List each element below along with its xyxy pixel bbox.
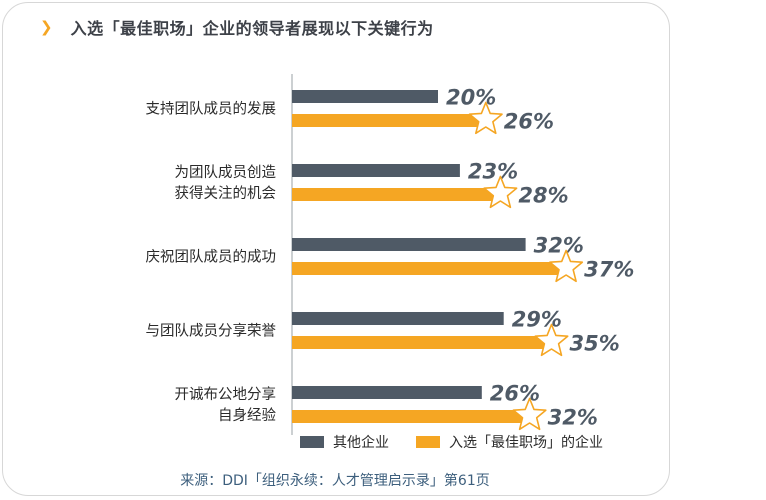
category-label: 支持团队成员的发展: [146, 101, 277, 118]
chart-title-row: ❯ 入选「最佳职场」企业的领导者展现以下关键行为: [40, 15, 434, 39]
star-icon: [512, 397, 547, 431]
category-label-line: 开诚布公地分享: [175, 386, 277, 403]
bar-other: [292, 386, 482, 399]
star-icon: [549, 249, 584, 283]
value-label: 20%: [446, 86, 496, 110]
chart-title: 入选「最佳职场」企业的领导者展现以下关键行为: [70, 19, 434, 38]
category-label-line: 自身经验: [218, 407, 276, 424]
value-label: 26%: [504, 110, 554, 134]
bar-other: [292, 90, 438, 103]
category-label-line: 获得关注的机会: [175, 185, 277, 202]
star-icon: [483, 175, 518, 209]
value-label: 35%: [570, 332, 620, 356]
category-label-line: 庆祝团队成员的成功: [146, 249, 277, 266]
value-label: 23%: [468, 160, 518, 184]
bar-other: [292, 312, 504, 325]
bar-best: [292, 262, 563, 275]
legend-swatch-best: [416, 436, 440, 448]
legend-label-other: 其他企业: [333, 434, 389, 451]
category-label: 开诚布公地分享自身经验: [175, 386, 277, 424]
bar-other: [292, 164, 460, 177]
star-icon: [534, 323, 569, 357]
value-label: 29%: [512, 308, 562, 332]
bar-best: [292, 114, 482, 127]
legend-swatch-other: [300, 436, 324, 448]
source-note: 来源：DDI「组织永续：人才管理启示录」第61页: [180, 473, 490, 489]
value-label: 37%: [584, 258, 634, 282]
category-label-line: 为团队成员创造: [175, 164, 277, 181]
bar-other: [292, 238, 526, 251]
bar-best: [292, 188, 497, 201]
value-label: 26%: [490, 382, 540, 406]
bar-best: [292, 336, 548, 349]
category-label: 庆祝团队成员的成功: [146, 249, 277, 266]
category-label-line: 支持团队成员的发展: [146, 101, 277, 118]
value-label: 32%: [548, 406, 598, 430]
bar-best: [292, 410, 526, 423]
category-label: 为团队成员创造获得关注的机会: [175, 164, 277, 202]
chevron-right-icon: ❯: [40, 18, 53, 36]
legend-label-best: 入选「最佳职场」的企业: [449, 434, 603, 451]
value-label: 32%: [534, 234, 584, 258]
category-label-line: 与团队成员分享荣誉: [146, 323, 277, 340]
value-label: 28%: [518, 184, 568, 208]
star-icon: [468, 101, 503, 135]
category-label: 与团队成员分享荣誉: [146, 323, 277, 340]
